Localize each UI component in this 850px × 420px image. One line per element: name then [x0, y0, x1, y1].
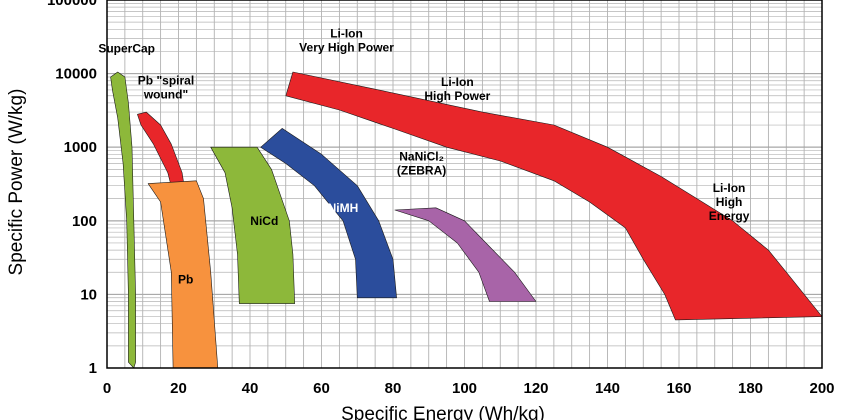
- x-tick-labels: 0 20 40 60 80 100 120 140 160 180 200: [103, 380, 835, 397]
- x-tick-label: 180: [738, 380, 763, 397]
- x-tick-label: 200: [809, 380, 834, 397]
- x-axis-title: Specific Energy (Wh/kg): [341, 404, 545, 420]
- x-tick-label: 80: [385, 380, 402, 397]
- y-tick-label: 100: [72, 213, 97, 230]
- x-tick-label: 40: [242, 380, 259, 397]
- region-supercap: [110, 71, 136, 369]
- label-li-ion-high-energy: Li-Ion High Energy: [709, 181, 750, 223]
- x-tick-label: 60: [313, 380, 330, 397]
- x-tick-label: 0: [103, 380, 111, 397]
- label-pb: Pb: [178, 272, 193, 286]
- label-pb-spiral-wound: Pb "spiral wound": [138, 73, 194, 101]
- label-nimh: NiMH: [328, 201, 359, 215]
- label-li-ion-high-power: Li-Ion High Power: [424, 75, 490, 103]
- y-tick-label: 10: [80, 286, 97, 303]
- y-axis-title: Specific Power (W/kg): [6, 89, 27, 276]
- x-tick-label: 160: [666, 380, 691, 397]
- y-tick-label: 10000: [55, 66, 97, 83]
- plot-frame: [106, 0, 823, 369]
- y-tick-label: 1000: [64, 139, 97, 156]
- x-tick-label: 140: [595, 380, 620, 397]
- x-tick-label: 120: [523, 380, 548, 397]
- y-tick-label: 100000: [47, 0, 97, 9]
- y-tick-labels: 1 10 100 1000 10000 100000: [47, 0, 97, 377]
- y-tick-label: 1: [89, 360, 97, 377]
- label-li-ion-very-high-power: Li-Ion Very High Power: [299, 27, 394, 55]
- chart-regions: [110, 71, 823, 369]
- region-labels: SuperCap Pb "spiral wound" Pb NiCd NiMH NaNiCl…: [98, 27, 749, 287]
- region-nicd: [210, 146, 296, 304]
- label-nanicl2-zebra: NaNiCl₂ (ZEBRA): [397, 150, 446, 178]
- x-tick-label: 20: [170, 380, 187, 397]
- x-tick-label: 100: [452, 380, 477, 397]
- region-nimh: [260, 128, 397, 299]
- region-nanicl2-zebra: [394, 207, 537, 302]
- label-supercap: SuperCap: [98, 41, 155, 55]
- label-nicd: NiCd: [250, 214, 278, 228]
